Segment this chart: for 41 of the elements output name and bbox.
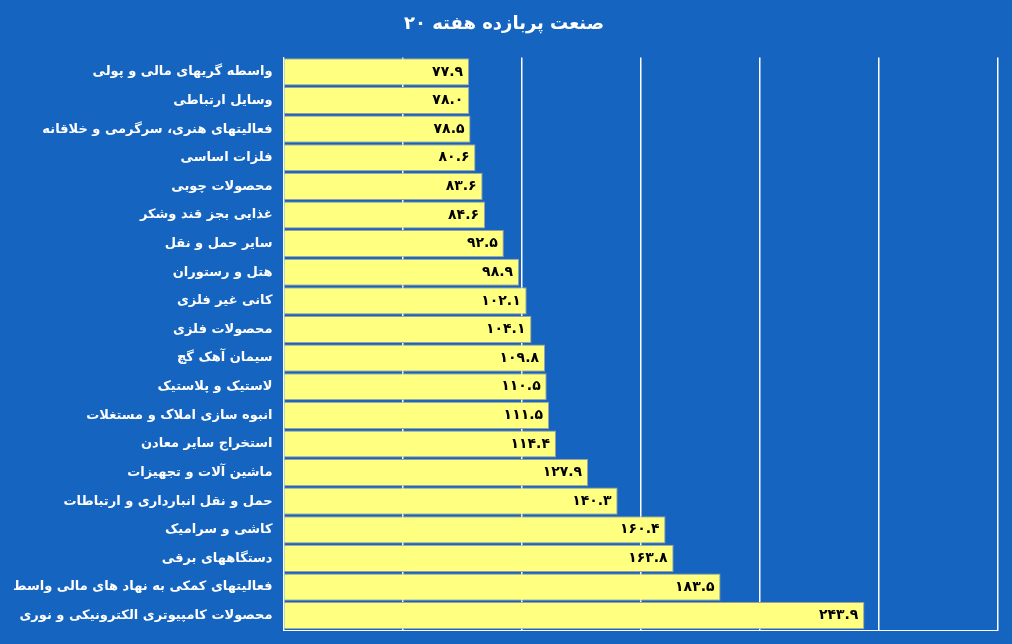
y-tick-label: ماشین آلات و تجهیزات (127, 462, 273, 479)
data-label: ۲۴۳.۹ (818, 606, 859, 623)
y-tick-label: لاستیک و پلاستیک (157, 378, 273, 394)
y-tick-label: محصولات کامپیوتری الکترونیکی و نوری (19, 607, 273, 623)
y-tick-label: استخراج سایر معادن (140, 435, 273, 452)
data-label: ۱۰۹.۸ (499, 348, 540, 365)
data-label: ۱۶۳.۸ (628, 549, 669, 566)
data-label: ۱۱۰.۵ (501, 377, 542, 394)
data-label: ۷۸.۵ (433, 119, 465, 136)
y-tick-label: انبوه سازی املاک و مستغلات (86, 406, 273, 422)
data-label: ۸۳.۶ (445, 177, 477, 194)
y-tick-label: وسایل ارتباطی (173, 91, 273, 107)
y-tick-label: واسطه گریهای مالی و پولی (92, 63, 273, 79)
data-label: ۷۷.۹ (432, 62, 464, 79)
y-tick-label: محصولات چوبی (171, 177, 273, 193)
data-label: ۱۰۴.۱ (485, 320, 526, 337)
y-tick-label: محصولات فلزی (173, 320, 273, 336)
data-label: ۱۱۴.۴ (510, 434, 551, 451)
chart-title: ۲۰ صنعت پربازده هفته (403, 12, 605, 35)
data-label: ۹۸.۹ (482, 262, 514, 279)
y-tick-label: فعالیتهای کمکی به نهاد های مالی واسط (13, 578, 273, 594)
data-label: ۸۴.۶ (448, 205, 480, 222)
data-label: ۱۰۲.۱ (481, 291, 521, 308)
y-tick-label: غذایی بجز قند وشکر (138, 206, 273, 222)
y-tick-label: کاشی و سرامیک (165, 521, 273, 537)
y-tick-label: حمل و نقل انبارداری و ارتباطات (63, 492, 273, 508)
y-tick-label: کانی غیر فلزی (176, 292, 273, 308)
data-label: ۱۸۳.۵ (675, 577, 716, 594)
y-tick-label: فلزات اساسی (180, 149, 273, 165)
data-label: ۱۴۰.۳ (572, 491, 613, 508)
data-label: ۱۱۱.۵ (503, 405, 544, 422)
y-tick-label: سیمان آهک گچ (177, 348, 273, 365)
y-tick-label: دستگاههای برقی (161, 549, 273, 565)
data-label: ۱۶۰.۴ (620, 520, 660, 537)
y-tick-label: هتل و رستوران (172, 263, 273, 279)
y-tick-label: سایر حمل و نقل (164, 235, 273, 251)
data-label: ۹۲.۵ (466, 234, 499, 251)
data-label: ۱۲۷.۹ (542, 463, 583, 480)
y-tick-label: فعالیتهای هنری، سرگرمی و خلاقانه (42, 120, 273, 136)
data-label: ۷۸.۰ (432, 91, 464, 108)
data-label: ۸۰.۶ (438, 148, 470, 165)
